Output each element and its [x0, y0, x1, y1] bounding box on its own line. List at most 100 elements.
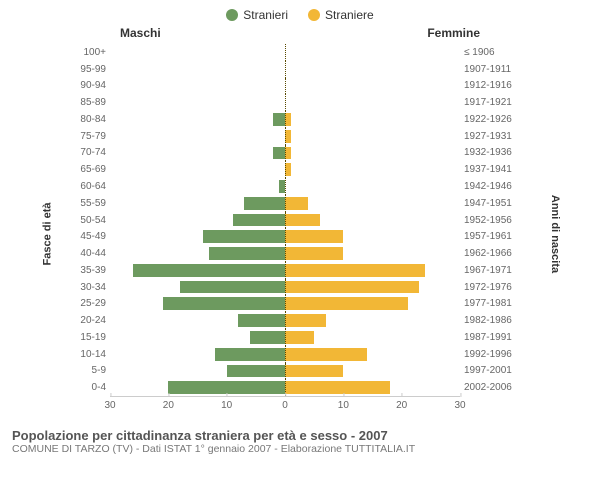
bar-area — [110, 111, 460, 128]
bar-female — [285, 297, 408, 310]
pyramid-chart: Fasce di età Anni di nascita 100+≤ 19069… — [20, 44, 580, 424]
legend-label-male: Stranieri — [243, 8, 288, 22]
age-label: 0-4 — [72, 382, 110, 393]
birth-year-label: 1922-1926 — [460, 114, 518, 125]
bar-area — [110, 245, 460, 262]
centerline — [285, 312, 286, 329]
bar-area — [110, 329, 460, 346]
birth-year-label: 1907-1911 — [460, 64, 518, 75]
x-tick: 20 — [396, 397, 407, 411]
legend-item-male: Stranieri — [226, 8, 288, 22]
bar-female — [285, 214, 320, 227]
centerline — [285, 346, 286, 363]
bar-area — [110, 312, 460, 329]
swatch-male — [226, 9, 238, 21]
pyramid-row: 80-84 1922-1926 — [72, 111, 518, 128]
rows-container: 100+≤ 190695-991907-191190-941912-191685… — [72, 44, 518, 396]
bar-female — [285, 331, 314, 344]
age-label: 10-14 — [72, 349, 110, 360]
bar-female — [285, 197, 308, 210]
age-label: 50-54 — [72, 215, 110, 226]
birth-year-label: 1987-1991 — [460, 332, 518, 343]
age-label: 85-89 — [72, 97, 110, 108]
centerline — [285, 61, 286, 78]
centerline — [285, 279, 286, 296]
bar-male — [227, 365, 285, 378]
age-label: 70-74 — [72, 147, 110, 158]
x-tick: 10 — [221, 397, 232, 411]
centerline — [285, 195, 286, 212]
age-label: 80-84 — [72, 114, 110, 125]
pyramid-row: 20-241982-1986 — [72, 312, 518, 329]
x-tick: 30 — [104, 397, 115, 411]
pyramid-row: 95-99 1907-1911 — [72, 61, 518, 78]
centerline — [285, 178, 286, 195]
birth-year-label: 1917-1921 — [460, 97, 518, 108]
birth-year-label: 1997-2001 — [460, 365, 518, 376]
bar-area — [110, 279, 460, 296]
bar-male — [133, 264, 285, 277]
centerline — [285, 161, 286, 178]
birth-year-label: 1982-1986 — [460, 315, 518, 326]
centerline — [285, 212, 286, 229]
pyramid-row: 0-4 2002-2006 — [72, 379, 518, 396]
legend: Stranieri Straniere — [0, 0, 600, 26]
birth-year-label: 1957-1961 — [460, 231, 518, 242]
bar-male — [244, 197, 285, 210]
pyramid-row: 85-89 1917-1921 — [72, 94, 518, 111]
centerline — [285, 295, 286, 312]
bar-female — [285, 314, 326, 327]
birth-year-label: 1927-1931 — [460, 131, 518, 142]
bar-female — [285, 264, 425, 277]
bar-area — [110, 346, 460, 363]
age-label: 25-29 — [72, 298, 110, 309]
y-axis-label-right: Anni di nascita — [549, 195, 561, 273]
x-tick: 0 — [282, 397, 288, 411]
bar-area — [110, 145, 460, 162]
bar-female — [285, 365, 343, 378]
pyramid-row: 5-91997-2001 — [72, 363, 518, 380]
age-label: 65-69 — [72, 164, 110, 175]
age-label: 75-79 — [72, 131, 110, 142]
centerline — [285, 329, 286, 346]
birth-year-label: 1972-1976 — [460, 282, 518, 293]
birth-year-label: 1967-1971 — [460, 265, 518, 276]
bar-area — [110, 61, 460, 78]
pyramid-row: 35-391967-1971 — [72, 262, 518, 279]
bar-male — [203, 230, 285, 243]
birth-year-label: ≤ 1906 — [460, 47, 518, 58]
bar-male — [273, 147, 285, 160]
pyramid-row: 70-741932-1936 — [72, 145, 518, 162]
caption: Popolazione per cittadinanza straniera p… — [0, 424, 600, 455]
pyramid-row: 45-491957-1961 — [72, 228, 518, 245]
x-tick: 20 — [163, 397, 174, 411]
bar-area — [110, 363, 460, 380]
legend-item-female: Straniere — [308, 8, 374, 22]
pyramid-row: 60-641942-1946 — [72, 178, 518, 195]
birth-year-label: 2002-2006 — [460, 382, 518, 393]
bar-area — [110, 212, 460, 229]
pyramid-row: 55-591947-1951 — [72, 195, 518, 212]
bar-male — [163, 297, 286, 310]
centerline — [285, 78, 286, 95]
age-label: 95-99 — [72, 64, 110, 75]
caption-title: Popolazione per cittadinanza straniera p… — [12, 428, 588, 443]
centerline — [285, 245, 286, 262]
birth-year-label: 1937-1941 — [460, 164, 518, 175]
centerline — [285, 363, 286, 380]
bar-male — [250, 331, 285, 344]
bar-female — [285, 348, 367, 361]
centerline — [285, 262, 286, 279]
age-label: 100+ — [72, 47, 110, 58]
bar-area — [110, 128, 460, 145]
pyramid-row: 10-141992-1996 — [72, 346, 518, 363]
pyramid-row: 50-54 1952-1956 — [72, 212, 518, 229]
bar-female — [285, 230, 343, 243]
pyramid-row: 40-441962-1966 — [72, 245, 518, 262]
centerline — [285, 111, 286, 128]
birth-year-label: 1947-1951 — [460, 198, 518, 209]
bar-male — [233, 214, 286, 227]
column-headers: Maschi Femmine — [0, 26, 600, 44]
x-tick: 10 — [338, 397, 349, 411]
birth-year-label: 1952-1956 — [460, 215, 518, 226]
